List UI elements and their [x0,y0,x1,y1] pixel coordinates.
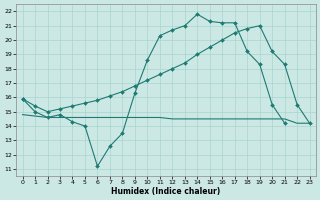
X-axis label: Humidex (Indice chaleur): Humidex (Indice chaleur) [111,187,221,196]
